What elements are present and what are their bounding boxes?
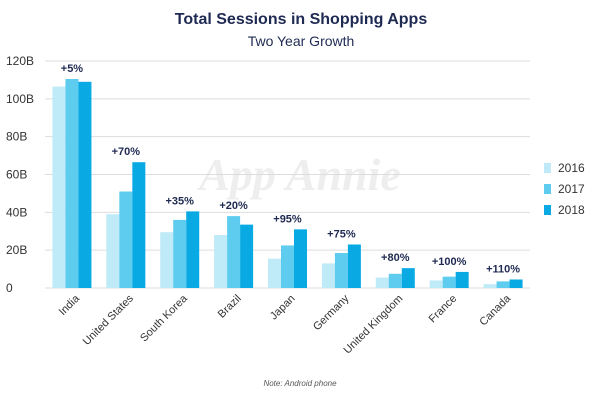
category-label: Germany: [311, 292, 352, 333]
y-tick-label: 20B: [6, 243, 27, 257]
legend-label-2018: 2018: [558, 203, 585, 217]
legend-swatch-2016: [544, 163, 551, 173]
growth-label: +5%: [61, 63, 84, 75]
bar-2018: [509, 279, 523, 288]
bar-2017: [496, 281, 510, 288]
category-label: France: [427, 293, 460, 326]
y-axis-ticks: 0 20B 40B 60B 80B 100B 120B: [6, 54, 34, 295]
y-tick-label: 40B: [6, 205, 27, 219]
legend-label-2016: 2016: [558, 161, 585, 175]
bars: [52, 78, 523, 289]
growth-label: +80%: [381, 252, 410, 264]
y-tick-label: 80B: [6, 130, 27, 144]
legend-swatch-2017: [544, 184, 551, 194]
bar-2017: [65, 78, 79, 289]
bar-2017: [119, 191, 133, 288]
y-tick-label: 120B: [6, 54, 34, 68]
growth-labels: +5% +70% +35% +20% +95% +75% +80% +100% +110%: [61, 63, 520, 276]
legend: 2016 2017 2018: [544, 161, 585, 217]
bar-2016: [321, 263, 335, 288]
bar-2018: [401, 268, 415, 288]
bar-2018: [294, 229, 307, 288]
growth-label: +70%: [112, 146, 141, 158]
legend-swatch-2018: [544, 205, 551, 215]
category-label: Japan: [268, 293, 298, 323]
bar-2017: [442, 276, 456, 288]
legend-label-2017: 2017: [558, 182, 585, 196]
y-tick-label: 100B: [6, 92, 34, 106]
growth-label: +75%: [327, 228, 356, 240]
chart-subtitle: Two Year Growth: [248, 33, 355, 49]
category-label: Canada: [477, 292, 513, 328]
y-tick-label: 0: [6, 281, 13, 295]
bar-2016: [429, 280, 443, 288]
category-label: United Kingdom: [342, 293, 406, 357]
category-label: India: [57, 292, 83, 318]
growth-label: +95%: [273, 213, 302, 225]
bar-2016: [106, 214, 120, 288]
bar-2018: [240, 224, 254, 288]
growth-label: +35%: [165, 195, 194, 207]
bar-2018: [455, 271, 469, 288]
bar-2016: [375, 277, 389, 288]
bar-2018: [347, 244, 361, 288]
bar-2016: [160, 232, 174, 288]
bar-2016: [52, 86, 66, 288]
category-label: Brazil: [216, 293, 244, 321]
bar-2018: [186, 211, 200, 288]
bar-2016: [483, 284, 497, 288]
chart-note: Note: Android phone: [263, 379, 337, 388]
bar-2017: [334, 253, 348, 288]
growth-label: +110%: [486, 263, 520, 275]
bar-2016: [214, 235, 228, 288]
bar-2016: [268, 258, 281, 288]
bar-2017: [173, 219, 187, 288]
bar-2018: [132, 162, 146, 288]
growth-label: +100%: [432, 256, 467, 268]
category-label: South Korea: [138, 292, 190, 344]
bar-2018: [78, 81, 92, 288]
chart-title: Total Sessions in Shopping Apps: [175, 11, 428, 28]
bar-2017: [281, 245, 294, 288]
bar-2017: [388, 273, 402, 288]
growth-label: +20%: [219, 200, 248, 212]
y-tick-label: 60B: [6, 168, 27, 182]
category-label: United States: [81, 292, 137, 348]
bar-2017: [227, 216, 241, 288]
